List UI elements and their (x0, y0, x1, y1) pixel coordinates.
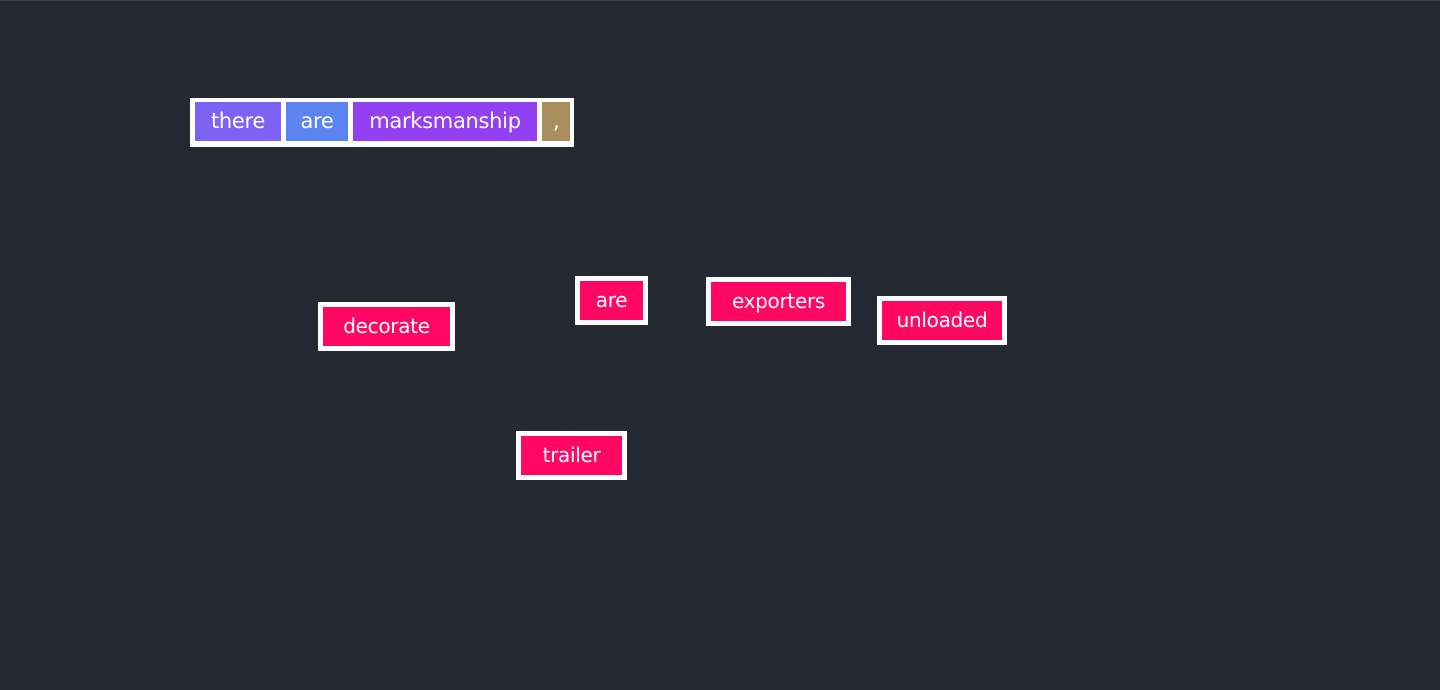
sentence-word-marksmanship[interactable]: marksmanship (353, 102, 537, 141)
word-tile-trailer[interactable]: trailer (516, 431, 627, 480)
sentence-word-comma[interactable]: , (542, 102, 570, 141)
sentence-word-there[interactable]: there (195, 102, 281, 141)
word-tile-decorate[interactable]: decorate (318, 302, 455, 351)
sentence-tray: there are marksmanship , (190, 98, 574, 147)
word-tile-are[interactable]: are (575, 276, 648, 325)
word-tile-exporters[interactable]: exporters (706, 277, 851, 326)
word-tile-unloaded[interactable]: unloaded (877, 296, 1007, 345)
sentence-word-are[interactable]: are (286, 102, 348, 141)
